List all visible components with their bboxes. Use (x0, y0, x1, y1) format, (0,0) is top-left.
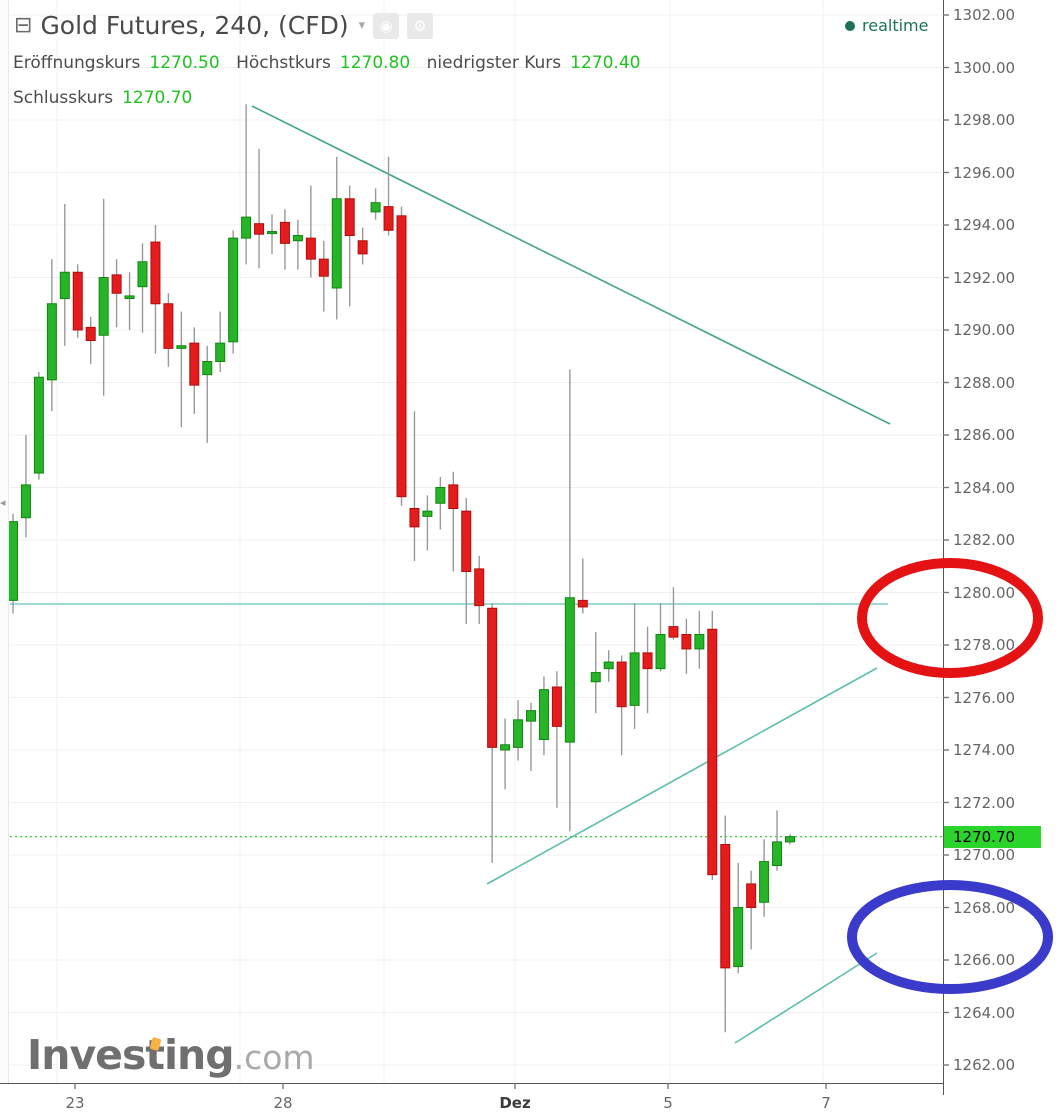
realtime-indicator: realtime (845, 16, 928, 35)
price-axis-label: 1276.00 (953, 688, 1016, 707)
gear-icon[interactable]: ⚙ (407, 12, 434, 39)
close-value: 1270.70 (122, 88, 193, 108)
side-panel-strip: ◂ (0, 0, 9, 1083)
time-axis-label: 7 (821, 1094, 831, 1112)
price-axis-label: 1270.00 (953, 846, 1016, 864)
box-minus-icon[interactable]: ⊟ (14, 12, 33, 38)
price-axis-label: 1292.00 (953, 268, 1016, 287)
realtime-dot-icon (845, 20, 855, 31)
circle-dot-icon[interactable]: ◉ (373, 12, 400, 39)
price-axis-label: 1288.00 (953, 373, 1016, 392)
ohlc-row-1: Eröffnungskurs 1270.50 Höchstkurs 1270.80 … (13, 53, 651, 73)
price-axis-label: 1300.00 (953, 58, 1016, 77)
price-axis-label: 1298.00 (953, 111, 1016, 129)
price-axis-label: 1290.00 (953, 321, 1016, 339)
price-axis-label: 1294.00 (953, 216, 1016, 234)
low-value: 1270.40 (570, 53, 641, 73)
high-label: Höchstkurs (236, 53, 331, 73)
price-axis-label: 1264.00 (953, 1003, 1016, 1022)
close-label: Schlusskurs (13, 88, 114, 108)
price-axis-label: 1284.00 (953, 478, 1016, 497)
price-axis-label: 1268.00 (953, 898, 1016, 917)
price-axis-label: 1302.00 (953, 6, 1016, 24)
time-axis-label: 23 (65, 1094, 85, 1112)
time-axis-label: Dez (499, 1094, 531, 1112)
price-axis-label: 1272.00 (953, 793, 1016, 812)
price-axis-label: 1266.00 (953, 951, 1016, 969)
price-axis-label: 1280.00 (953, 583, 1016, 602)
price-axis-label: 1274.00 (953, 741, 1016, 759)
price-axis-label: 1296.00 (953, 163, 1016, 182)
price-axis-label: 1262.00 (953, 1056, 1016, 1074)
chart-title: Gold Futures, 240, (CFD) (40, 11, 349, 40)
red-circle-annotation (857, 558, 1043, 678)
collapse-panel-arrow-icon[interactable]: ◂ (0, 496, 6, 509)
blue-circle-annotation (847, 880, 1053, 994)
last-price-tag: 1270.70 (944, 825, 1041, 848)
investing-logo: Investing.com (27, 1031, 315, 1079)
price-axis-label: 1278.00 (953, 636, 1016, 654)
low-label: niedrigster Kurs (426, 53, 562, 73)
ohlc-row-2: Schlusskurs 1270.70 (13, 88, 203, 108)
price-axis-label: 1282.00 (953, 531, 1016, 549)
time-axis-label: 28 (273, 1094, 293, 1112)
price-axis-label: 1286.00 (953, 426, 1016, 444)
high-value: 1270.80 (339, 53, 411, 73)
logo-tld: .com (233, 1038, 315, 1077)
realtime-label: realtime (862, 16, 929, 35)
open-value: 1270.50 (149, 53, 220, 73)
time-axis-label: 5 (663, 1094, 673, 1112)
logo-name: Investing (27, 1031, 235, 1079)
open-label: Eröffnungskurs (13, 53, 141, 73)
chevron-down-icon[interactable]: ▾ (358, 18, 366, 33)
